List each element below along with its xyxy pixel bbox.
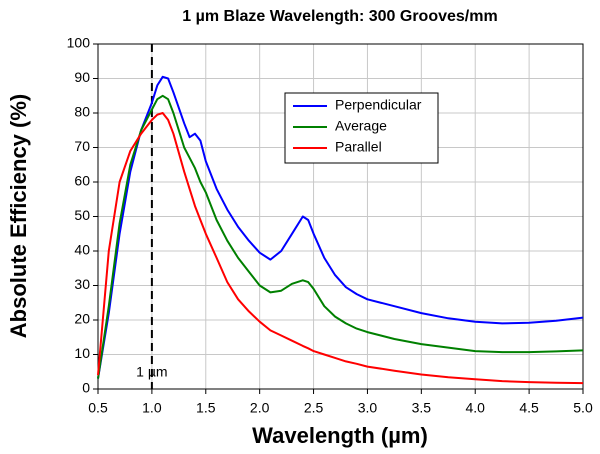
- marker-label: 1 µm: [136, 364, 167, 380]
- series-line: [97, 75, 584, 379]
- y-tick-label: 100: [67, 35, 91, 51]
- y-tick-label: 80: [74, 104, 90, 120]
- plot-frame: [97, 43, 584, 390]
- series-line: [97, 112, 584, 385]
- x-tick-label: 3.0: [358, 400, 378, 416]
- x-tick-label: 2.5: [304, 400, 324, 416]
- y-tick-label: 90: [74, 69, 90, 85]
- x-tick-label: 3.5: [412, 400, 432, 416]
- x-tick-label: 2.0: [250, 400, 270, 416]
- y-tick-label: 20: [74, 311, 90, 327]
- x-tick-label: 1.5: [196, 400, 216, 416]
- legend-label: Parallel: [335, 139, 382, 155]
- y-tick-label: 50: [74, 207, 90, 223]
- x-tick-label: 0.5: [88, 400, 108, 416]
- legend-label: Average: [335, 118, 387, 134]
- x-tick-label: 1.0: [142, 400, 162, 416]
- y-tick-label: 70: [74, 138, 90, 154]
- y-tick-label: 0: [82, 380, 90, 396]
- y-tick-label: 40: [74, 242, 90, 258]
- legend-label: Perpendicular: [335, 97, 422, 113]
- x-tick-label: 4.0: [465, 400, 485, 416]
- series-line: [97, 94, 584, 379]
- x-tick-label: 4.5: [519, 400, 539, 416]
- x-tick-label: 5.0: [573, 400, 593, 416]
- chart-title: 1 µm Blaze Wavelength: 300 Grooves/mm: [182, 8, 497, 25]
- x-axis-label: Wavelength (µm): [252, 423, 428, 448]
- y-axis-label: Absolute Efficiency (%): [6, 94, 31, 338]
- y-tick-label: 60: [74, 173, 90, 189]
- y-tick-label: 10: [74, 345, 90, 361]
- y-tick-label: 30: [74, 276, 90, 292]
